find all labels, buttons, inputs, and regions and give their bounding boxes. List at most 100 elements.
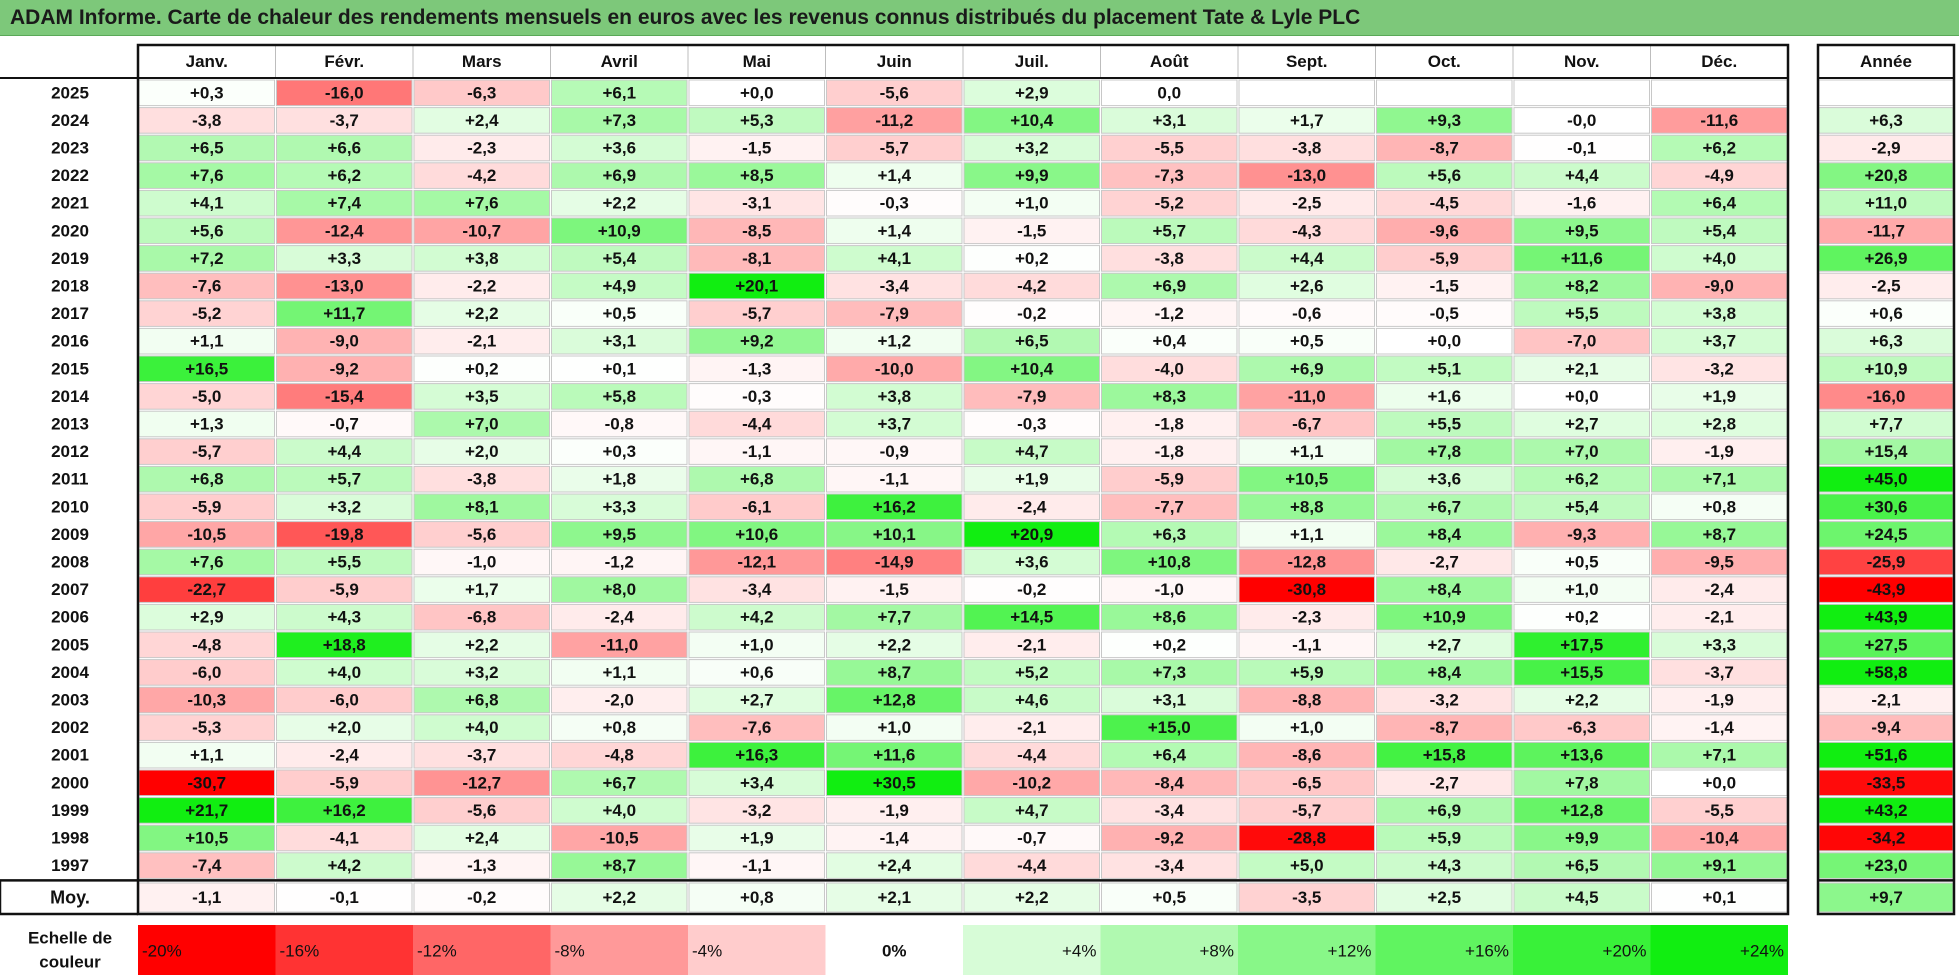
heat-cell-value: +4,0 [1702, 249, 1736, 268]
heat-cell-value: +5,5 [1565, 304, 1599, 323]
heat-cell-value: +2,0 [327, 718, 361, 737]
heat-cell-value: -3,2 [742, 801, 771, 820]
heat-cell-value: +5,8 [602, 387, 636, 406]
heat-cell-value: +7,3 [602, 111, 636, 130]
average-cell [1513, 882, 1650, 913]
heat-cell-value: -12,8 [1287, 552, 1326, 571]
heat-cell-value: +11,6 [1561, 249, 1603, 268]
heat-cell [963, 631, 1100, 659]
heat-cell [1513, 189, 1650, 217]
heat-cell [138, 576, 275, 603]
heat-cell [1651, 245, 1788, 272]
heat-cell-value: +2,9 [1015, 83, 1049, 102]
heat-cell-value: +6,3 [1152, 525, 1186, 544]
average-cell [826, 882, 963, 913]
month-header: Août [1150, 52, 1189, 71]
heat-cell [413, 797, 550, 824]
scale-swatch [688, 925, 826, 975]
scale-step-label: -20% [142, 941, 182, 960]
heat-cell-value: -10,7 [462, 221, 501, 240]
scale-step-label: +16% [1465, 941, 1509, 960]
heat-cell-value: -1,1 [1292, 635, 1321, 654]
annual-cell [1818, 272, 1954, 300]
heat-cell [826, 686, 963, 714]
heat-cell [963, 797, 1100, 824]
heat-cell-value: +5,5 [327, 552, 361, 571]
heat-cell [963, 300, 1100, 327]
heat-cell [1101, 824, 1238, 852]
heat-cell [688, 493, 825, 521]
heat-cell-value: -6,0 [330, 690, 359, 709]
heat-cell-value: +15,0 [1148, 718, 1191, 737]
heat-cell [688, 300, 825, 327]
heat-cell [551, 714, 688, 741]
heat-cell-value: +11,6 [873, 746, 915, 765]
heat-cell [826, 576, 963, 603]
heat-cell [138, 521, 275, 548]
heat-cell-value: +30,5 [873, 773, 916, 792]
year-label: 1998 [51, 828, 89, 847]
heat-cell [1376, 631, 1513, 659]
heat-cell-value: +0,6 [740, 663, 774, 682]
heat-cell-value: -5,9 [192, 497, 221, 516]
heat-cell [1651, 686, 1788, 714]
heat-cell-value: -1,8 [1155, 442, 1184, 461]
heat-cell-value: +5,6 [190, 221, 224, 240]
heat-cell [688, 272, 825, 300]
heat-cell-value: -5,9 [330, 580, 359, 599]
heat-cell [1238, 300, 1375, 327]
heat-cell-value: -1,3 [742, 359, 771, 378]
heat-cell [551, 162, 688, 189]
heat-cell-value: +0,4 [1152, 332, 1186, 351]
year-label: 2006 [51, 608, 89, 627]
heat-cell-value: -2,1 [1017, 635, 1046, 654]
heat-cell-value: -9,0 [330, 332, 359, 351]
heat-cell [1376, 355, 1513, 383]
heat-cell [1101, 300, 1238, 327]
heat-cell [688, 576, 825, 603]
chart-title: ADAM Informe. Carte de chaleur des rende… [0, 0, 1959, 36]
heat-cell [1513, 824, 1650, 852]
heat-cell [1376, 493, 1513, 521]
heat-cell-value: -0,6 [1292, 304, 1321, 323]
heat-cell-value: +3,6 [1015, 552, 1049, 571]
average-cell-value: -1,1 [192, 888, 221, 907]
heat-cell [826, 852, 963, 879]
heat-cell-value: -0,8 [605, 414, 634, 433]
heat-cell-value: +8,5 [740, 166, 774, 185]
heat-cell-value: -4,8 [605, 746, 634, 765]
heat-cell-value: -1,9 [1705, 442, 1734, 461]
heat-cell [1238, 521, 1375, 548]
heat-cell-value: +2,7 [1565, 414, 1599, 433]
heat-cell-value: 0,0 [1157, 83, 1181, 102]
heat-cell [413, 272, 550, 300]
heat-cell [1513, 521, 1650, 548]
heat-cell [826, 79, 963, 107]
annual-cell [1818, 245, 1954, 272]
year-label: 2007 [51, 580, 89, 599]
month-header-cell [962, 44, 1101, 79]
heat-cell [963, 576, 1100, 603]
heat-cell-value: -1,5 [742, 138, 771, 157]
annual-cell-value: +15,4 [1864, 442, 1908, 461]
heat-cell [688, 355, 825, 383]
heat-cell [963, 327, 1100, 355]
heat-cell-value: -2,4 [330, 746, 360, 765]
average-cell-value: +4,5 [1565, 888, 1599, 907]
heat-cell-value: +0,5 [1565, 552, 1599, 571]
heat-cell [276, 327, 413, 355]
heat-cell-value: +3,5 [465, 387, 499, 406]
heat-cell-value: +6,1 [602, 83, 636, 102]
heat-cell-value: +1,2 [877, 332, 911, 351]
heat-cell [1513, 300, 1650, 327]
heat-cell [551, 576, 688, 603]
heat-cell [963, 852, 1100, 879]
year-label: 2024 [51, 111, 89, 130]
annual-cell-value: +58,8 [1864, 663, 1907, 682]
heat-cell-value: +8,3 [1152, 387, 1186, 406]
heat-cell [276, 272, 413, 300]
heat-cell-value: -10,3 [187, 690, 226, 709]
heat-cell-value: +7,8 [1565, 773, 1599, 792]
heat-cell [1238, 797, 1375, 824]
scale-swatch [1100, 925, 1238, 975]
